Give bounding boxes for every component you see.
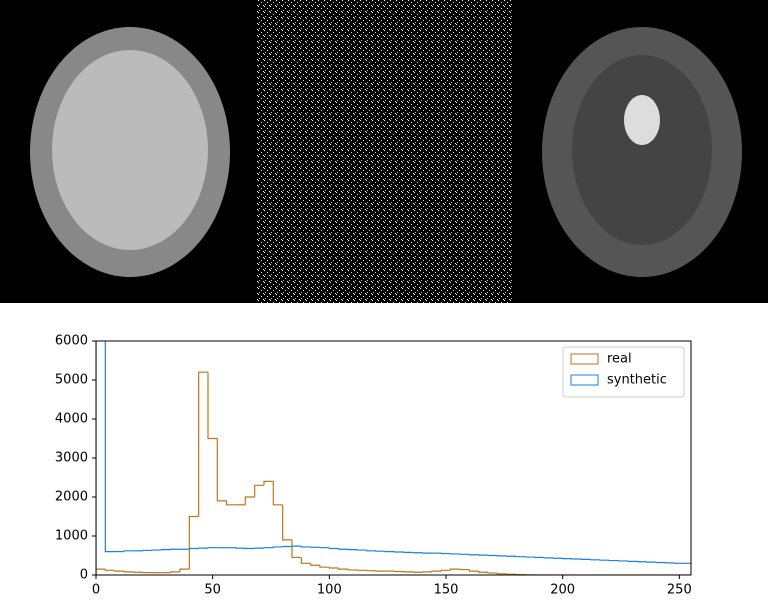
legend-label: synthetic <box>607 373 667 388</box>
y-tick-label: 5000 <box>55 373 88 388</box>
histogram-step <box>320 565 329 567</box>
image-panels <box>0 0 768 303</box>
histogram-step <box>329 567 338 568</box>
y-tick-label: 2000 <box>55 490 88 505</box>
histogram-step <box>208 372 217 438</box>
histogram-step <box>124 551 133 552</box>
y-tick-label: 4000 <box>55 412 88 427</box>
histogram-step <box>329 548 338 549</box>
legend-label: real <box>607 352 632 367</box>
synthetic-image <box>256 0 512 303</box>
histogram-step <box>96 569 105 575</box>
x-tick-label: 50 <box>204 583 221 598</box>
histogram-step <box>189 548 198 549</box>
histogram-step <box>264 481 273 485</box>
histogram-step <box>273 547 282 548</box>
histogram-step <box>124 571 133 572</box>
histogram-step <box>245 497 254 505</box>
histogram-step <box>189 517 198 570</box>
histogram-step <box>497 573 506 574</box>
x-tick-label: 250 <box>667 583 692 598</box>
histogram-step <box>273 481 282 504</box>
ventricle <box>624 95 660 145</box>
y-tick-label: 1000 <box>55 529 88 544</box>
histogram-step <box>301 557 310 563</box>
histogram-step <box>301 546 310 547</box>
histogram-step <box>367 550 376 551</box>
brain-inner <box>572 55 712 245</box>
y-tick-label: 6000 <box>55 334 88 349</box>
x-tick-label: 100 <box>317 583 342 598</box>
histogram-step <box>292 540 301 558</box>
histogram-step <box>469 570 478 572</box>
histogram-step <box>311 563 320 565</box>
brain-inner <box>52 50 208 250</box>
histogram-step <box>339 568 348 569</box>
histogram-step <box>227 501 236 505</box>
histogram-step <box>199 372 208 516</box>
histogram-step <box>432 571 441 572</box>
histogram-step <box>479 571 488 572</box>
histogram-step <box>339 548 348 549</box>
histogram-step <box>171 572 180 573</box>
histogram-step <box>684 563 693 575</box>
x-tick-label: 150 <box>434 583 459 598</box>
histogram-step <box>451 569 460 570</box>
histogram-step <box>180 569 189 572</box>
histogram-step <box>488 572 497 573</box>
legend: real synthetic <box>563 347 684 397</box>
x-tick-label: 200 <box>550 583 575 598</box>
y-tick-label: 3000 <box>55 451 88 466</box>
histogram-step <box>441 570 450 571</box>
y-tick-label: 0 <box>80 568 88 583</box>
histogram-step <box>348 569 357 570</box>
histogram-step <box>255 485 264 497</box>
histogram-step <box>105 569 114 570</box>
histogram-step <box>283 505 292 540</box>
histogram-step <box>115 570 124 571</box>
histogram-step <box>217 439 226 501</box>
x-tick-label: 0 <box>92 583 100 598</box>
